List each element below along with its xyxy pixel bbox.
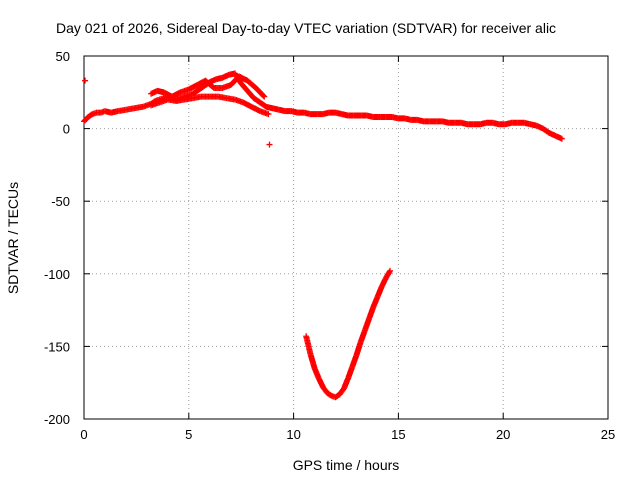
data-point-trail	[86, 111, 95, 120]
data-point-trail	[199, 82, 208, 91]
data-point-trail	[329, 393, 338, 400]
data-point-trail	[245, 78, 258, 91]
y-tick-label: -200	[44, 412, 70, 427]
axis-ticks	[83, 55, 609, 420]
data-point-trail	[253, 85, 267, 99]
data-point-trail	[251, 95, 263, 105]
grid	[84, 56, 608, 419]
data-point-trail	[307, 351, 318, 370]
data-point-trail	[353, 340, 364, 357]
y-tick-label: -150	[44, 339, 70, 354]
x-tick-label: 20	[496, 427, 510, 442]
chart-title: Day 021 of 2026, Sidereal Day-to-day VTE…	[56, 20, 556, 36]
y-tick-label: -100	[44, 267, 70, 282]
data-point-trail	[81, 114, 91, 124]
data-point-trail	[195, 85, 204, 94]
data-point-trail	[303, 334, 314, 356]
series-sdtvar-outliers	[82, 77, 273, 148]
data-point-trail	[258, 100, 269, 110]
x-tick-label: 25	[601, 427, 615, 442]
series-sdtvar-dip-arc	[303, 267, 394, 401]
y-tick-label: 50	[56, 49, 70, 64]
data-point-trail	[99, 108, 107, 116]
y-tick-label: -50	[51, 194, 70, 209]
series-sdtvar-lower-band	[148, 93, 272, 118]
data-point	[261, 93, 268, 100]
data-point-trail	[239, 81, 250, 93]
data-point-trail	[320, 385, 330, 395]
data-point-trail	[245, 88, 256, 101]
x-tick-label: 0	[80, 427, 87, 442]
data-point-trail	[333, 392, 342, 400]
data-point	[82, 77, 89, 84]
x-tick-label: 15	[391, 427, 405, 442]
data-point-trail	[183, 92, 191, 100]
x-tick-label: 5	[185, 427, 192, 442]
data-point	[265, 111, 272, 118]
series-sdtvar-upper-band	[148, 73, 268, 100]
x-tick-label: 10	[286, 427, 300, 442]
data-point	[558, 135, 565, 142]
x-axis-label: GPS time / hours	[293, 457, 400, 473]
data-point-trail	[90, 110, 99, 117]
tick-labels: 0 5 10 15 20 25 50 0 -50 -100 -150 -200	[44, 49, 615, 442]
data-point-trail	[187, 91, 195, 98]
data-point	[387, 267, 394, 274]
data-point-trail	[191, 88, 200, 97]
plot-frame	[83, 55, 609, 420]
y-tick-label: 0	[63, 122, 70, 137]
data-point	[266, 141, 273, 148]
data-point-trail	[541, 126, 552, 136]
data-point-trail	[325, 390, 334, 399]
data-point-trail	[337, 386, 347, 397]
data-point-trail	[383, 269, 393, 280]
y-axis-label: SDTVAR / TECUs	[5, 182, 21, 294]
data-point-trail	[203, 78, 216, 91]
data-points	[81, 70, 565, 401]
